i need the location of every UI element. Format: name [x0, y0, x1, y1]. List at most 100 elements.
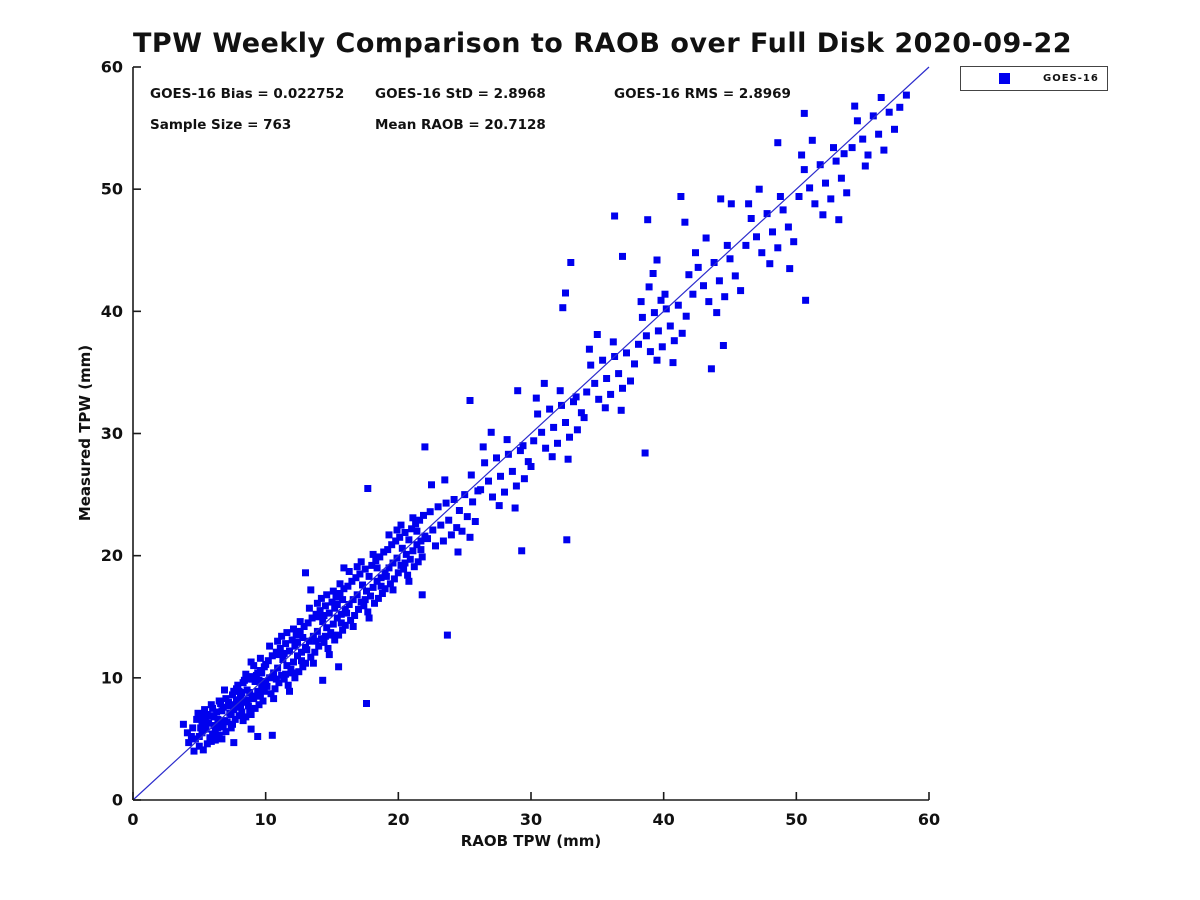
scatter-point: [518, 547, 526, 555]
scatter-point: [275, 679, 283, 687]
scatter-point: [827, 195, 835, 203]
scatter-point: [254, 669, 262, 677]
scatter-point: [299, 663, 307, 671]
scatter-point: [390, 575, 398, 583]
y-tick-label: 20: [101, 546, 123, 565]
scatter-point: [408, 525, 416, 533]
scatter-point: [238, 689, 246, 696]
scatter-point: [312, 637, 320, 645]
scatter-point: [623, 349, 630, 357]
scatter-point: [221, 686, 228, 694]
scatter-point: [304, 619, 312, 627]
scatter-point: [235, 712, 243, 720]
scatter-point: [361, 596, 369, 604]
scatter-point: [294, 652, 301, 660]
x-tick-label: 40: [653, 810, 675, 829]
scatter-point: [567, 259, 575, 266]
scatter-point: [300, 623, 308, 630]
scatter-point: [197, 724, 205, 732]
scatter-point: [239, 717, 247, 725]
scatter-point: [311, 648, 319, 656]
scatter-point: [727, 200, 735, 208]
scatter-point: [731, 272, 739, 280]
scatter-point: [450, 496, 458, 503]
scatter-point: [479, 443, 487, 451]
scatter-point: [795, 193, 803, 200]
scatter-point: [296, 618, 304, 626]
scatter-point: [244, 702, 252, 710]
scatter-point: [319, 618, 327, 626]
scatter-point: [225, 702, 232, 710]
scatter-point: [532, 394, 540, 402]
scatter-point: [195, 742, 203, 750]
scatter-point: [320, 638, 328, 646]
scatter-point: [295, 668, 303, 676]
scatter-point: [229, 720, 236, 728]
scatter-point: [217, 700, 225, 707]
scatter-point: [458, 527, 466, 535]
scatter-point: [593, 331, 601, 338]
scatter-point: [369, 583, 377, 591]
scatter-point: [309, 632, 317, 640]
scatter-point: [316, 607, 324, 615]
scatter-point: [339, 596, 347, 604]
scatter-point: [644, 216, 652, 224]
scatter-point: [210, 713, 218, 721]
scatter-point: [313, 599, 321, 607]
scatter-point: [682, 312, 690, 320]
scatter-point: [274, 664, 282, 672]
scatter-point: [270, 669, 278, 677]
scatter-point: [811, 200, 819, 208]
scatter-point: [657, 296, 665, 304]
scatter-point: [271, 685, 279, 693]
scatter-point: [776, 193, 784, 200]
scatter-point: [215, 731, 223, 739]
scatter-point: [400, 565, 408, 573]
legend-marker-icon: [999, 73, 1010, 84]
y-tick-label: 0: [112, 791, 123, 810]
scatter-point: [337, 610, 345, 618]
scatter-point: [369, 550, 377, 558]
x-tick-label: 10: [255, 810, 277, 829]
scatter-point: [223, 718, 231, 726]
scatter-point: [389, 586, 397, 594]
scatter-point: [392, 537, 400, 545]
scatter-point: [637, 298, 645, 306]
scatter-point: [211, 736, 219, 744]
scatter-point: [222, 695, 230, 703]
scatter-point: [252, 692, 260, 700]
scatter-point: [264, 657, 272, 665]
scatter-point: [713, 309, 721, 317]
scatter-point: [231, 701, 239, 709]
x-tick-label: 0: [127, 810, 138, 829]
scatter-point: [800, 109, 808, 117]
scatter-point: [218, 735, 226, 743]
y-tick-label: 60: [101, 58, 123, 77]
scatter-point: [848, 144, 856, 152]
scatter-point: [753, 233, 760, 241]
scatter-point: [203, 740, 211, 748]
scatter-point: [302, 569, 309, 577]
scatter-point: [434, 503, 442, 511]
scatter-point: [240, 676, 248, 684]
scatter-point: [290, 658, 297, 666]
stat-rms: GOES-16 RMS = 2.8969: [614, 86, 791, 102]
legend-label: GOES-16: [1043, 73, 1099, 84]
scatter-point: [466, 533, 474, 541]
scatter-point: [267, 690, 275, 698]
scatter-point: [694, 263, 702, 271]
scatter-point: [340, 564, 348, 572]
scatter-point: [202, 725, 210, 733]
scatter-point: [230, 706, 238, 714]
y-tick-label: 30: [101, 424, 123, 443]
scatter-point: [357, 598, 365, 606]
scatter-point: [298, 648, 305, 656]
scatter-point: [321, 602, 329, 610]
scatter-point: [443, 631, 451, 639]
scatter-point: [439, 537, 447, 545]
scatter-point: [755, 185, 763, 193]
chart-title: TPW Weekly Comparison to RAOB over Full …: [133, 28, 1073, 59]
scatter-point: [238, 708, 246, 716]
scatter-point: [317, 594, 325, 602]
scatter-point: [278, 632, 286, 640]
